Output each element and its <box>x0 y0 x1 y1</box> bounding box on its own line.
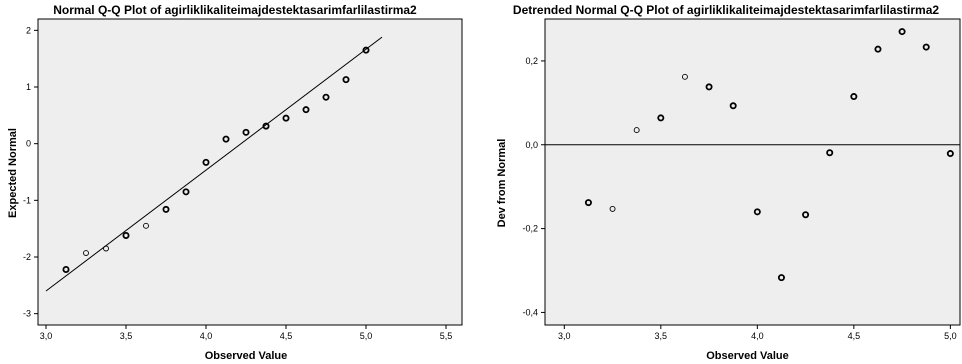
qq-data-point <box>302 106 310 114</box>
detrended-xtick-label: 3,5 <box>655 331 668 341</box>
qq-plot-panel: Normal Q-Q Plot of agirliklikaliteimajde… <box>0 0 470 364</box>
detrended-data-point <box>898 28 906 36</box>
detrended-data-point <box>609 205 616 212</box>
qq-plot-title: Normal Q-Q Plot of agirliklikaliteimajde… <box>53 3 417 17</box>
qq-plot-svg: 3,0 3,5 4,0 4,5 5,0 5,5 -3 -2 -1 0 1 2 <box>23 18 463 341</box>
detrended-data-point <box>850 93 858 101</box>
qq-plot-area <box>37 18 463 326</box>
qq-data-point <box>362 46 370 54</box>
detrended-qq-plot-title: Detrended Normal Q-Q Plot of agirliklika… <box>512 3 940 17</box>
detrended-data-point <box>753 208 761 216</box>
qq-data-point <box>83 250 89 256</box>
detrended-xtick-label: 5,0 <box>944 331 957 341</box>
detrended-qq-plot-svg: 3,0 3,5 4,0 4,5 5,0 -0,4 -0,2 0,0 0,2 <box>522 18 961 341</box>
detrended-data-point <box>633 127 640 134</box>
detrended-data-point <box>922 43 930 51</box>
qq-data-point <box>143 222 149 229</box>
qq-data-point <box>202 158 210 166</box>
qq-data-point <box>62 265 70 273</box>
qq-ytick-label: 0 <box>26 139 31 149</box>
detrended-data-point <box>826 149 834 157</box>
qq-data-point <box>122 231 130 239</box>
qq-xtick-label: 4,0 <box>200 331 213 341</box>
qq-ytick-label: -1 <box>23 195 31 205</box>
qq-reference-line <box>45 36 383 292</box>
detrended-xtick-label: 3,0 <box>558 331 571 341</box>
qq-data-point <box>162 205 170 213</box>
detrended-data-point <box>802 211 810 219</box>
detrended-plot-area <box>544 18 961 326</box>
detrended-data-point <box>946 150 954 158</box>
detrended-qq-plot-xlabel: Observed Value <box>706 350 789 362</box>
detrended-qq-plot-panel: Detrended Normal Q-Q Plot of agirliklika… <box>490 0 962 364</box>
qq-ytick-label: 1 <box>26 82 31 92</box>
detrended-ytick-label: 0,0 <box>525 140 538 150</box>
detrended-ytick-label: -0,4 <box>522 307 538 317</box>
qq-data-point <box>182 188 190 196</box>
qq-ytick-label: -3 <box>23 309 31 319</box>
qq-xtick-label: 5,5 <box>440 331 453 341</box>
qq-data-point <box>103 245 109 252</box>
qq-xtick-label: 4,5 <box>280 331 293 341</box>
qq-data-point <box>282 114 290 122</box>
detrended-xtick-label: 4,5 <box>848 331 861 341</box>
detrended-ytick-label: 0,2 <box>525 56 538 66</box>
qq-plot-xlabel: Observed Value <box>204 350 288 362</box>
qq-xtick-label: 5,0 <box>360 331 373 341</box>
qq-xtick-label: 3,0 <box>40 331 53 341</box>
detrended-data-point <box>874 45 882 53</box>
detrended-data-point <box>777 274 785 282</box>
detrended-qq-plot-ylabel: Dev from Normal <box>496 138 508 228</box>
qq-data-point <box>222 135 230 143</box>
qq-data-point <box>262 122 270 130</box>
qq-ytick-label: 2 <box>26 25 31 35</box>
qq-data-point <box>342 76 350 84</box>
detrended-ytick-label: -0,2 <box>522 224 538 234</box>
qq-ytick-label: -2 <box>23 252 31 262</box>
qq-data-point <box>242 128 250 136</box>
detrended-data-point <box>729 102 737 110</box>
detrended-data-point <box>681 73 688 80</box>
qq-data-point <box>322 93 330 101</box>
detrended-data-point <box>584 199 592 207</box>
detrended-data-point <box>705 83 713 91</box>
qq-plot-ylabel: Expected Normal <box>7 128 19 218</box>
detrended-xtick-label: 4,0 <box>751 331 764 341</box>
qq-xtick-label: 3,5 <box>120 331 133 341</box>
detrended-data-point <box>657 114 665 122</box>
